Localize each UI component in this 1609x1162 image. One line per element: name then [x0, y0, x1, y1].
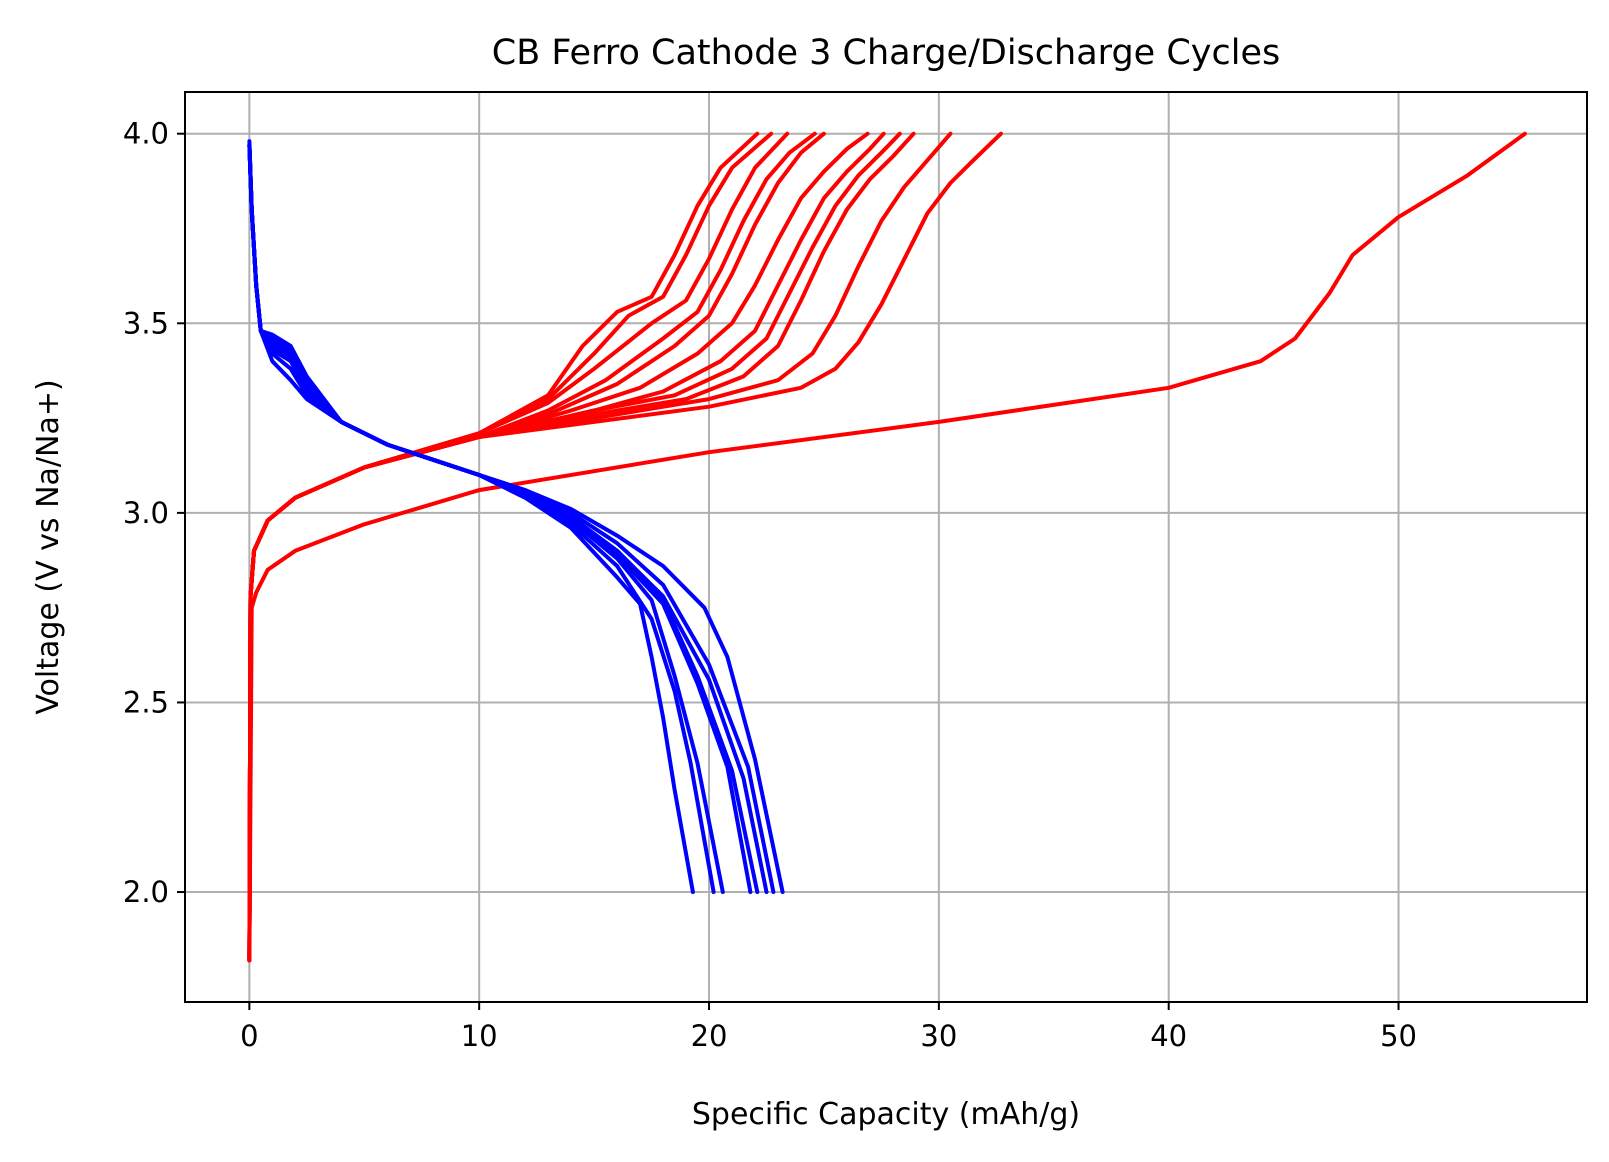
x-tick-label: 40: [1150, 1019, 1187, 1053]
x-tick-label: 20: [691, 1019, 728, 1053]
charge-curve-1: [247, 131, 1527, 963]
x-tick-label: 50: [1380, 1019, 1417, 1053]
y-tick-label: 4.0: [123, 117, 169, 151]
y-tick-label: 2.5: [123, 685, 169, 719]
charge-curve-12: [247, 131, 760, 963]
y-tick-label: 2.0: [123, 875, 169, 909]
x-tick-label: 10: [461, 1019, 498, 1053]
y-tick-label: 3.5: [123, 306, 169, 340]
chart-title: CB Ferro Cathode 3 Charge/Discharge Cycl…: [492, 33, 1280, 73]
plot-frame: [184, 91, 1588, 1003]
tick-layer: 0 10 20 30 40 50 2.0 2.5 3.0 3.5 4.0: [123, 117, 1417, 1053]
x-tick-label: 30: [920, 1019, 957, 1053]
x-axis-label: Specific Capacity (mAh/g): [692, 1097, 1080, 1132]
discharge-curve-20: [247, 143, 785, 894]
y-axis-label: Voltage (V vs Na/Na+): [31, 379, 66, 714]
x-tick-label: 0: [240, 1019, 258, 1053]
y-tick-label: 3.0: [123, 496, 169, 530]
series-layer: [247, 131, 1527, 963]
grid-layer: [185, 92, 1587, 1002]
